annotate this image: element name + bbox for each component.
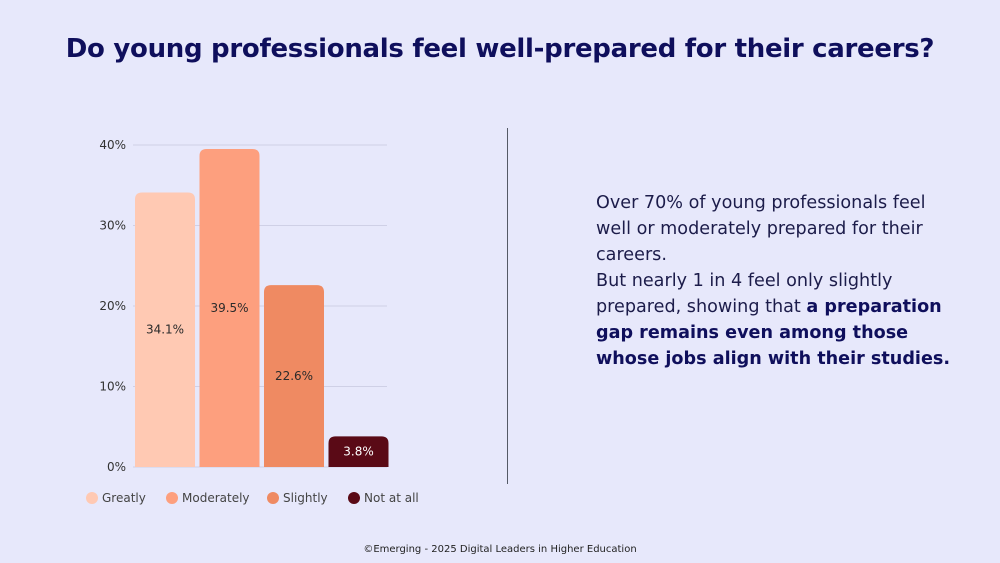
bar-slightly (264, 285, 324, 467)
legend-swatch (348, 492, 360, 504)
insight-highlight-text: a preparation gap remains even among tho… (596, 297, 951, 369)
legend-swatch (86, 492, 98, 504)
bars (135, 149, 389, 467)
legend: Greatly Moderately Slightly Not at all (86, 491, 419, 505)
y-tick-label: 0% (107, 460, 126, 474)
legend-swatch (166, 492, 178, 504)
legend-swatch (267, 492, 279, 504)
legend-label: Moderately (182, 491, 250, 505)
insight-paragraph-2: But nearly 1 in 4 feel only slightly pre… (596, 268, 966, 372)
bar-chart: 0% 10% 20% 30% 40% 34.1% 39.5% 22.6% 3.8% Great… (86, 138, 419, 505)
footer-credit: ©Emerging - 2025 Digital Leaders in High… (363, 544, 637, 555)
data-label: 34.1% (146, 323, 184, 337)
y-tick-label: 10% (99, 380, 126, 394)
page-title: Do young professionals feel well-prepare… (65, 34, 935, 64)
data-label: 22.6% (275, 369, 313, 383)
y-tick-label: 40% (99, 138, 126, 152)
y-axis-ticks: 0% 10% 20% 30% 40% (99, 138, 126, 474)
legend-label: Not at all (364, 491, 419, 505)
bar-not-at-all (328, 436, 389, 467)
insight-paragraph-1: Over 70% of young professionals feel wel… (596, 193, 926, 265)
bar-moderately (199, 149, 260, 467)
data-label: 39.5% (210, 301, 248, 315)
legend-label: Slightly (283, 491, 328, 505)
data-labels: 34.1% 39.5% 22.6% 3.8% (146, 301, 374, 459)
bar-greatly (135, 192, 195, 467)
y-tick-label: 20% (99, 299, 126, 313)
data-label: 3.8% (343, 445, 374, 459)
insight-plain-text: But nearly 1 in 4 feel only slightly pre… (596, 271, 893, 317)
legend-label: Greatly (102, 491, 146, 505)
vertical-divider (507, 128, 508, 484)
y-tick-label: 30% (99, 219, 126, 233)
insight-text-panel: Over 70% of young professionals feel wel… (596, 190, 966, 372)
